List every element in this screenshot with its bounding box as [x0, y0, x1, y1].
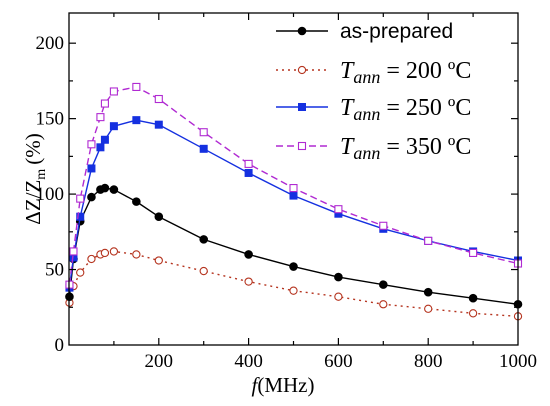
data-point: [100, 248, 110, 258]
data-point: [76, 268, 85, 277]
legend-marker: [298, 103, 306, 111]
data-point: [132, 197, 141, 206]
data-point: [199, 144, 208, 153]
x-axis-label: f(MHz): [252, 373, 315, 397]
legend-subscript: ann: [353, 104, 380, 124]
x-tick-label: 800: [414, 351, 443, 372]
x-tick-label: 600: [324, 351, 353, 372]
data-point: [109, 122, 118, 131]
y-axis-unit: (%): [21, 133, 45, 164]
data-point: [379, 280, 388, 289]
legend-marker: [297, 141, 307, 151]
y-tick-label: 0: [55, 335, 65, 356]
y-tick-label: 100: [36, 184, 65, 205]
data-point: [244, 277, 253, 286]
legend-label: Tann = 350 ºC: [340, 134, 471, 163]
data-point: [154, 212, 164, 222]
legend-variable: T: [340, 58, 355, 84]
legend-variable: T: [340, 95, 355, 121]
x-tick-label: 200: [145, 351, 174, 372]
legend-label: as-prepared: [340, 20, 453, 43]
legend-label: Tann = 200 ºC: [340, 58, 471, 87]
data-point: [87, 254, 96, 264]
legend-marker: [297, 26, 307, 36]
legend-value: = 250 ºC: [380, 95, 471, 121]
data-point: [244, 159, 253, 168]
data-point: [289, 286, 298, 295]
data-point: [334, 292, 343, 301]
legend-item-2: Tann = 200 ºC: [276, 58, 471, 87]
data-point: [87, 192, 96, 202]
data-point: [468, 293, 478, 303]
data-point: [199, 266, 208, 276]
series-2: [65, 247, 523, 321]
data-point: [87, 140, 96, 149]
data-point: [244, 250, 253, 259]
data-point: [100, 99, 109, 108]
data-point: [289, 184, 298, 193]
data-point: [334, 205, 343, 214]
data-point: [109, 185, 119, 194]
data-point: [289, 191, 298, 200]
data-point: [96, 143, 105, 152]
legend-variable: T: [340, 134, 355, 160]
legend-label: Tann = 250 ºC: [340, 95, 471, 124]
axes-layer: 200 400 600 800 1000 0 50 100 150 200: [36, 13, 537, 372]
data-point: [199, 128, 208, 137]
data-point: [109, 87, 118, 96]
legend-marker: [297, 65, 307, 75]
data-point: [154, 256, 163, 265]
x-axis-variable: f: [252, 373, 261, 397]
data-point: [424, 236, 433, 245]
y-axis-quantity: ΔZ/Z: [21, 180, 45, 225]
data-point: [100, 135, 109, 144]
data-point: [469, 248, 478, 257]
legend-value: = 350 ºC: [380, 134, 471, 160]
series-layer: [65, 82, 523, 321]
y-axis-label: ΔZ/Zm (%): [21, 133, 49, 224]
y-tick-label: 50: [45, 260, 64, 281]
x-tick-label: 400: [234, 351, 263, 372]
data-point: [424, 304, 433, 313]
data-point: [132, 116, 141, 125]
data-point: [76, 212, 85, 221]
legend-item-4: Tann = 350 ºC: [276, 134, 471, 163]
legend-subscript: ann: [353, 67, 380, 87]
y-tick-label: 150: [36, 109, 65, 130]
data-point: [96, 113, 105, 122]
data-point: [132, 82, 141, 91]
legend-subscript: ann: [353, 143, 380, 163]
legend-value: = 200 ºC: [380, 58, 471, 84]
data-point: [76, 194, 85, 203]
data-point: [154, 94, 163, 104]
data-point: [423, 287, 433, 297]
x-axis-unit: (MHz): [257, 373, 314, 397]
y-axis-subscript: m: [34, 169, 49, 180]
data-point: [154, 120, 163, 129]
data-point: [379, 300, 388, 309]
data-point: [100, 183, 110, 193]
series-line: [68, 250, 519, 318]
x-tick-label: 1000: [499, 351, 537, 372]
data-point: [199, 235, 208, 244]
legend-item-3: Tann = 250 ºC: [276, 95, 471, 124]
data-point: [244, 168, 253, 177]
data-point: [468, 309, 478, 318]
data-point: [289, 262, 298, 271]
data-point: [379, 221, 388, 230]
data-point: [334, 272, 343, 282]
data-point: [87, 164, 96, 173]
data-point: [132, 250, 141, 259]
data-point: [69, 247, 78, 256]
legend-item-1: as-prepared: [276, 20, 453, 43]
data-point: [109, 247, 119, 256]
y-tick-label: 200: [36, 33, 65, 54]
